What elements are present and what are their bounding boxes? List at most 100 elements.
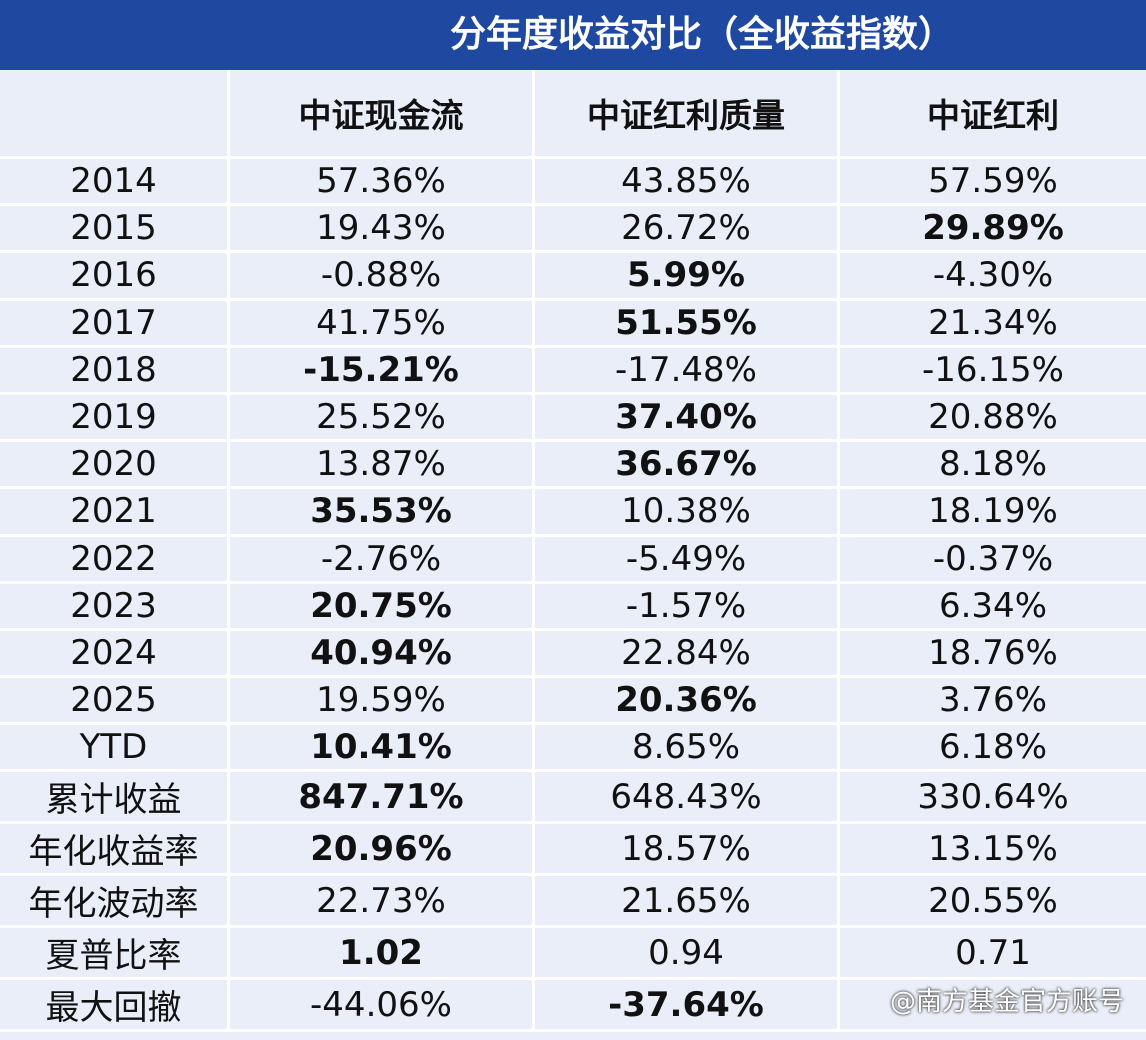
cashflow-value: -2.76% xyxy=(230,536,535,584)
dividend-value: 18.76% xyxy=(840,630,1146,679)
table-row: 2020 13.87% 36.67% 8.18% xyxy=(0,442,1146,490)
cashflow-value: -15.21% xyxy=(230,347,535,395)
cashflow-value: 847.71% xyxy=(230,772,535,825)
table-row: 2024 40.94% 22.84% 18.76% xyxy=(0,630,1146,679)
dividend-value: 330.64% xyxy=(840,772,1146,825)
row-label: 2020 xyxy=(0,442,230,490)
returns-table-container: 中证现金流 中证红利质量 中证红利 2014 57.36% 43.85% 57.59%… xyxy=(0,70,1146,1040)
row-label: 2025 xyxy=(0,678,230,726)
dividend-value: 6.34% xyxy=(840,583,1146,631)
dividend-value: -16.15% xyxy=(840,347,1146,395)
dividend-value: 20.55% xyxy=(840,876,1146,929)
dividend-quality-value: 21.65% xyxy=(535,876,840,929)
dividend-quality-value: -37.64% xyxy=(535,980,840,1033)
dividend-quality-value: 8.65% xyxy=(535,725,840,773)
watermark: @南方基金官方账号 xyxy=(889,987,1124,1017)
page-title: 分年度收益对比（全收益指数） xyxy=(450,14,955,55)
dividend-value: 6.18% xyxy=(840,725,1146,773)
table-row: 年化收益率 20.96% 18.57% 13.15% xyxy=(0,824,1146,877)
cashflow-value: 22.73% xyxy=(230,876,535,929)
table-row: 2018 -15.21% -17.48% -16.15% xyxy=(0,347,1146,395)
table-row: 2019 25.52% 37.40% 20.88% xyxy=(0,394,1146,443)
dividend-quality-value: -17.48% xyxy=(535,347,840,395)
dividend-quality-value: 26.72% xyxy=(535,206,840,254)
table-row: YTD 10.41% 8.65% 6.18% xyxy=(0,725,1146,773)
table-row: 2022 -2.76% -5.49% -0.37% xyxy=(0,536,1146,584)
table-row: 累计收益 847.71% 648.43% 330.64% xyxy=(0,772,1146,825)
dividend-quality-value: -5.49% xyxy=(535,536,840,584)
cashflow-value: 13.87% xyxy=(230,442,535,490)
cashflow-value: 10.41% xyxy=(230,725,535,773)
row-label: 2019 xyxy=(0,394,230,443)
dividend-value: 8.18% xyxy=(840,442,1146,490)
dividend-quality-value: -1.57% xyxy=(535,583,840,631)
dividend-quality-value: 20.36% xyxy=(535,678,840,726)
row-label: 2017 xyxy=(0,300,230,348)
cashflow-value: 41.75% xyxy=(230,300,535,348)
dividend-quality-value: 5.99% xyxy=(535,253,840,301)
cashflow-value: 1.02 xyxy=(230,928,535,981)
dividend-quality-value: 51.55% xyxy=(535,300,840,348)
row-label: 2015 xyxy=(0,206,230,254)
dividend-quality-value: 18.57% xyxy=(535,824,840,877)
dividend-value: -0.37% xyxy=(840,536,1146,584)
row-label: 年化收益率 xyxy=(0,824,230,877)
dividend-quality-value: 10.38% xyxy=(535,489,840,537)
dividend-quality-value: 43.85% xyxy=(535,159,840,207)
dividend-quality-value: 37.40% xyxy=(535,394,840,443)
table-row: 2014 57.36% 43.85% 57.59% xyxy=(0,159,1146,207)
row-label: 2022 xyxy=(0,536,230,584)
row-label: 2021 xyxy=(0,489,230,537)
header-dividend-quality-index: 中证红利质量 xyxy=(535,70,840,159)
cashflow-value: 20.75% xyxy=(230,583,535,631)
row-label: 累计收益 xyxy=(0,772,230,825)
dividend-value: 20.88% xyxy=(840,394,1146,443)
dividend-value: 18.19% xyxy=(840,489,1146,537)
title-banner: 分年度收益对比（全收益指数） xyxy=(0,0,1146,70)
row-label: 年化波动率 xyxy=(0,876,230,929)
header-row: 中证现金流 中证红利质量 中证红利 xyxy=(0,70,1146,159)
row-label: 夏普比率 xyxy=(0,928,230,981)
row-label: 2018 xyxy=(0,347,230,395)
dividend-quality-value: 0.94 xyxy=(535,928,840,981)
header-dividend-index: 中证红利 xyxy=(840,70,1146,159)
header-cashflow-index: 中证现金流 xyxy=(230,70,535,159)
cashflow-value: 40.94% xyxy=(230,630,535,679)
cashflow-value: 19.59% xyxy=(230,678,535,726)
row-label: YTD xyxy=(0,725,230,773)
dividend-value xyxy=(840,980,1146,1033)
cashflow-value: 25.52% xyxy=(230,394,535,443)
header-year xyxy=(0,70,230,159)
cashflow-value: 57.36% xyxy=(230,159,535,207)
table-body: 2014 57.36% 43.85% 57.59% 2015 19.43% 26.72% 29… xyxy=(0,159,1146,1033)
row-label: 2023 xyxy=(0,583,230,631)
cashflow-value: 20.96% xyxy=(230,824,535,877)
table-row: 2015 19.43% 26.72% 29.89% xyxy=(0,206,1146,254)
cashflow-value: -44.06% xyxy=(230,980,535,1033)
cashflow-value: -0.88% xyxy=(230,253,535,301)
dividend-value: 13.15% xyxy=(840,824,1146,877)
table-row: 2017 41.75% 51.55% 21.34% xyxy=(0,300,1146,348)
table-row: 年化波动率 22.73% 21.65% 20.55% xyxy=(0,876,1146,929)
row-label: 2014 xyxy=(0,159,230,207)
dividend-value: 21.34% xyxy=(840,300,1146,348)
cashflow-value: 19.43% xyxy=(230,206,535,254)
dividend-value: 0.71 xyxy=(840,928,1146,981)
dividend-quality-value: 648.43% xyxy=(535,772,840,825)
row-label: 2016 xyxy=(0,253,230,301)
dividend-quality-value: 22.84% xyxy=(535,630,840,679)
dividend-value: 29.89% xyxy=(840,206,1146,254)
dividend-value: -4.30% xyxy=(840,253,1146,301)
cashflow-value: 35.53% xyxy=(230,489,535,537)
table-row: 2023 20.75% -1.57% 6.34% xyxy=(0,583,1146,631)
table-row: 2025 19.59% 20.36% 3.76% xyxy=(0,678,1146,726)
dividend-value: 3.76% xyxy=(840,678,1146,726)
table-row: 2016 -0.88% 5.99% -4.30% xyxy=(0,253,1146,301)
annual-returns-table: 中证现金流 中证红利质量 中证红利 2014 57.36% 43.85% 57.59%… xyxy=(0,70,1146,1033)
dividend-quality-value: 36.67% xyxy=(535,442,840,490)
table-row: 夏普比率 1.02 0.94 0.71 xyxy=(0,928,1146,981)
table-row: 最大回撤 -44.06% -37.64% xyxy=(0,980,1146,1033)
row-label: 2024 xyxy=(0,630,230,679)
dividend-value: 57.59% xyxy=(840,159,1146,207)
table-row: 2021 35.53% 10.38% 18.19% xyxy=(0,489,1146,537)
